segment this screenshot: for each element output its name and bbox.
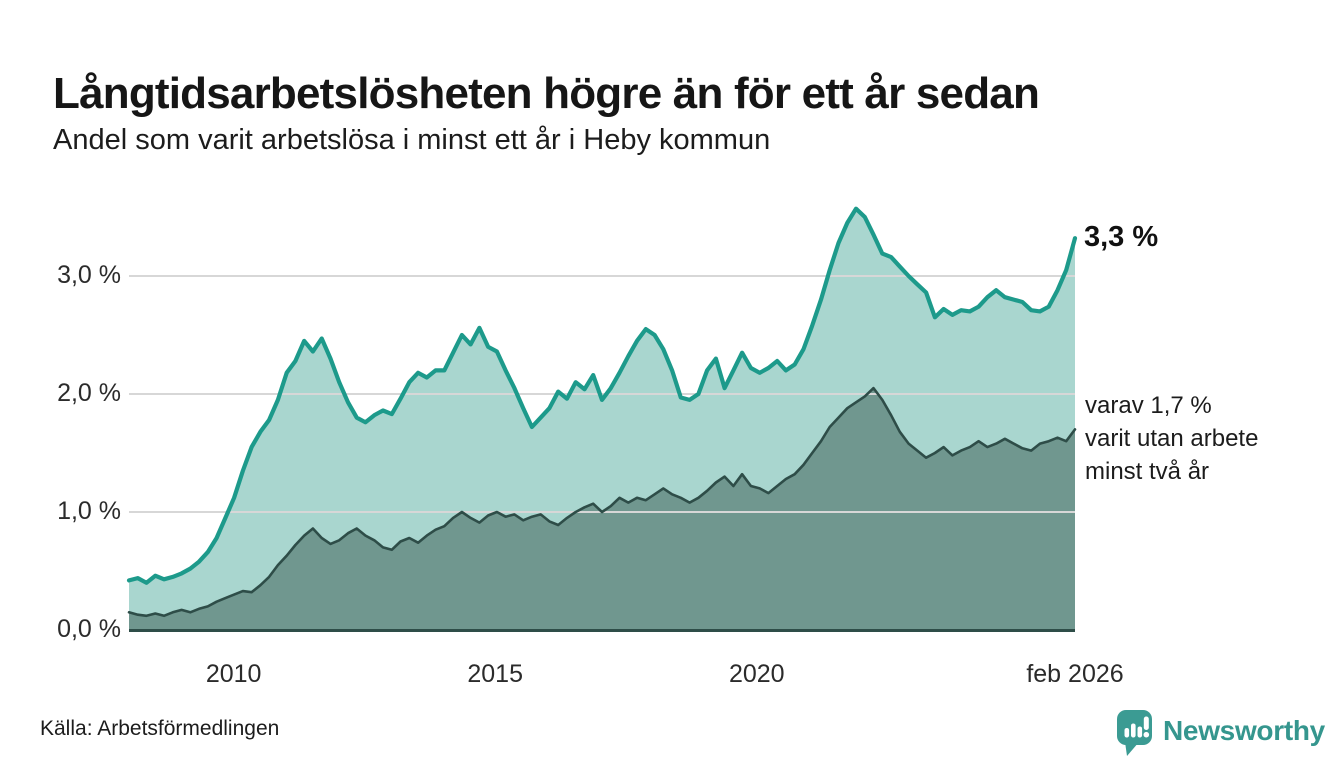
- logo-bar-2: [1131, 723, 1136, 738]
- logo-bar-1: [1124, 728, 1130, 738]
- annotation-two-years: varav 1,7 % varit utan arbete minst två …: [1085, 389, 1258, 488]
- chart-title: Långtidsarbetslösheten högre än för ett …: [53, 69, 1040, 119]
- annotation-two-years-line2: varit utan arbete: [1085, 425, 1259, 452]
- newsworthy-logo-icon: [1117, 710, 1152, 756]
- series-1-area: [129, 388, 1075, 630]
- newsworthy-logo: Newsworthy: [1116, 709, 1325, 757]
- source-note: Källa: Arbetsförmedlingen: [40, 717, 280, 740]
- newsworthy-logo-text: Newsworthy: [1163, 715, 1325, 746]
- series-0-line: [126, 206, 1078, 585]
- chart-subtitle: Andel som varit arbetslösa i minst ett å…: [53, 124, 771, 156]
- annotation-two-years-line1: varav 1,7 %: [1085, 392, 1212, 419]
- series-1-line: [127, 386, 1077, 618]
- annotation-two-years-line3: minst två år: [1085, 458, 1210, 485]
- logo-exclamation-bar: [1143, 716, 1149, 730]
- logo-exclamation-dot: [1143, 731, 1150, 738]
- logo-bar-3: [1137, 726, 1143, 738]
- annotation-latest-total: 3,3 %: [1084, 221, 1159, 253]
